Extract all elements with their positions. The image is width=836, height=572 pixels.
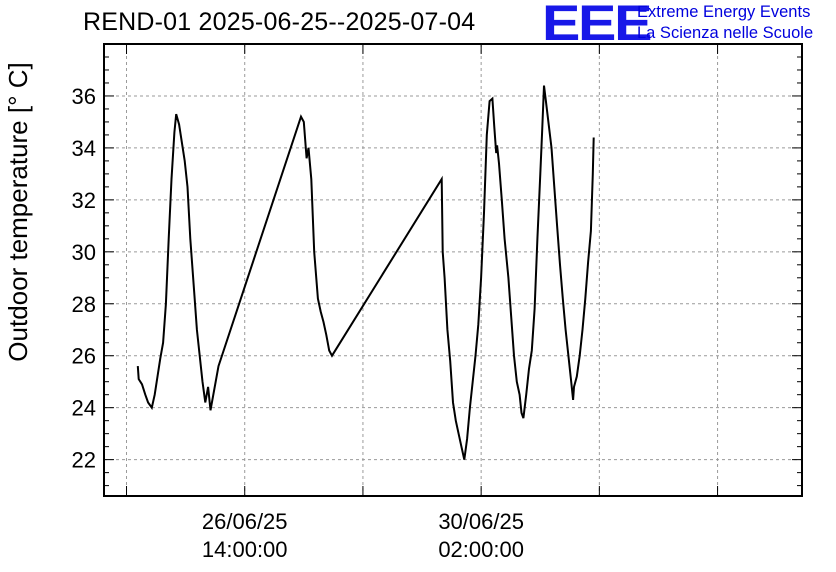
logo-mark: EEE [542, 0, 652, 51]
y-tick-label: 34 [72, 136, 96, 161]
logo-caption-line1: Extreme Energy Events [637, 3, 811, 21]
y-tick-label: 32 [72, 188, 96, 213]
y-tick-label: 36 [72, 84, 96, 109]
x-tick-label-time: 14:00:00 [202, 537, 288, 562]
y-tick-label: 28 [72, 292, 96, 317]
eee-logo: EEE Extreme Energy Events La Scienza nel… [540, 0, 832, 51]
temperature-series-line [136, 85, 595, 460]
y-tick-label: 30 [72, 240, 96, 265]
chart-title: REND-01 2025-06-25--2025-07-04 [83, 8, 476, 36]
y-tick-label: 22 [72, 448, 96, 473]
x-tick-label-date: 26/06/25 [202, 509, 288, 534]
x-tick-label-time: 02:00:00 [438, 537, 524, 562]
x-tick-label-date: 30/06/25 [438, 509, 524, 534]
y-tick-label: 26 [72, 344, 96, 369]
plot-frame [103, 43, 803, 497]
y-axis-title: Outdoor temperature [° C] [3, 62, 33, 361]
y-tick-label: 24 [72, 396, 96, 421]
logo-caption-line2: La Scienza nelle Scuole [637, 24, 814, 42]
